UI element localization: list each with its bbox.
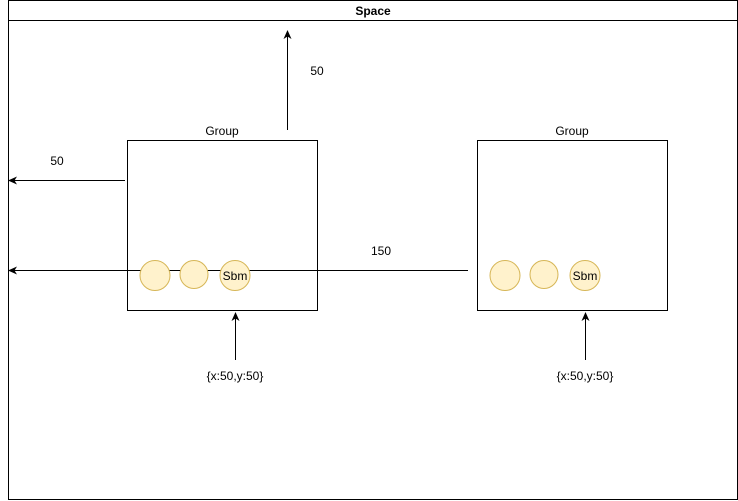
second-group-offset-label: 150 — [371, 244, 391, 258]
group-2-circle-1[interactable] — [489, 260, 521, 291]
left-offset-label: 50 — [50, 154, 64, 168]
group-2-box — [477, 140, 668, 311]
group-1-label: Group — [205, 124, 239, 138]
group-2-coord-label: {x:50,y:50} — [557, 369, 614, 383]
group-1-coord-label: {x:50,y:50} — [207, 369, 264, 383]
group-2[interactable]: Group — [477, 124, 668, 311]
group-2-circle-2[interactable] — [529, 260, 559, 289]
group-2-circle-3-label: Sbm — [573, 269, 598, 283]
group-1-box — [127, 140, 318, 311]
group-1-circle-1[interactable] — [139, 260, 171, 291]
group-2-label: Group — [555, 124, 589, 138]
group-1-circle-2[interactable] — [179, 260, 209, 289]
group-2-circle-3[interactable] — [569, 260, 601, 291]
group-1[interactable]: Group — [127, 124, 318, 311]
space-outline — [8, 0, 738, 500]
space-title: Space — [355, 4, 391, 18]
top-offset-label: 50 — [310, 64, 324, 78]
group-1-circle-3[interactable] — [219, 260, 251, 291]
group-1-circle-3-label: Sbm — [223, 269, 248, 283]
space-container[interactable]: Space — [8, 0, 738, 500]
